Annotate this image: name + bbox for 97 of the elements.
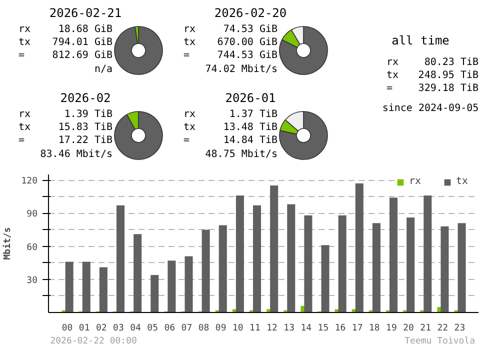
bar: [372, 223, 380, 312]
text: tx: [184, 122, 196, 133]
text: 248.95 TiB: [418, 70, 479, 81]
bar: [99, 267, 108, 312]
x-tick-label: 03: [113, 324, 124, 334]
bar: [134, 234, 142, 312]
text: 74.53 GiB: [223, 24, 278, 35]
legend-label: tx: [456, 176, 470, 187]
chart-title: 2026-02-20: [214, 6, 287, 20]
x-tick-label: 13: [284, 324, 295, 334]
bar: [321, 245, 330, 312]
text: =: [18, 135, 25, 146]
text: 812.69 GiB: [52, 50, 113, 61]
text: 794.01 GiB: [52, 37, 113, 48]
text: 1.37 TiB: [229, 109, 278, 120]
text: 83.46 Mbit/s: [40, 149, 113, 160]
x-tick-label: 07: [181, 324, 192, 334]
bar: [150, 274, 159, 312]
text: rx: [184, 24, 196, 35]
text: rx: [184, 109, 196, 120]
y-axis-title: Mbit/s: [2, 227, 14, 260]
text: 80.23 TiB: [424, 57, 479, 68]
text: =: [18, 50, 25, 61]
text: 670.00 GiB: [217, 37, 278, 48]
chart-title: 2026-01: [225, 91, 276, 105]
bar: [458, 223, 466, 312]
x-tick-label: 15: [318, 324, 329, 334]
text: tx: [18, 37, 31, 48]
text: 1.39 TiB: [64, 109, 113, 120]
text: rx: [18, 24, 31, 35]
text: 744.53 GiB: [217, 50, 278, 61]
text: =: [184, 135, 190, 146]
x-tick-label: 21: [420, 324, 432, 334]
x-tick-label: 23: [454, 324, 466, 334]
x-tick-label: 06: [164, 324, 176, 334]
x-tick-label: 14: [300, 324, 312, 334]
x-tick-label: 22: [437, 324, 448, 334]
bar: [424, 195, 432, 312]
bar: [218, 225, 227, 312]
x-tick-label: 02: [96, 324, 107, 334]
text: 17.22 TiB: [58, 135, 113, 146]
bar: [168, 260, 176, 312]
text: tx: [386, 70, 399, 81]
y-tick-label: 30: [26, 276, 38, 286]
bar: [202, 230, 210, 312]
bar: [304, 215, 312, 312]
x-tick-label: 10: [232, 324, 244, 334]
bar: [355, 183, 364, 312]
bar: [440, 226, 449, 312]
text: 48.75 Mbit/s: [205, 149, 278, 160]
text: all time: [392, 34, 450, 48]
bar: [390, 198, 398, 312]
text: 13.48 TiB: [223, 122, 278, 133]
x-tick-label: 00: [62, 324, 73, 334]
chart-title: 2026-02-21: [49, 6, 122, 20]
bar: [116, 205, 125, 312]
text: rx: [18, 109, 31, 120]
text: n/a: [94, 64, 112, 75]
y-tick-label: 60: [26, 242, 38, 253]
x-tick-label: 09: [215, 324, 226, 334]
bar: [253, 205, 262, 312]
x-tick-label: 17: [352, 324, 363, 334]
bar: [338, 215, 346, 312]
x-tick-label: 19: [386, 324, 397, 334]
text: 74.02 Mbit/s: [205, 64, 278, 75]
text: rx: [386, 57, 399, 68]
x-tick-label: 04: [130, 324, 141, 334]
text: 15.83 TiB: [58, 122, 113, 133]
y-tick-label: 120: [21, 176, 38, 187]
y-tick-label: 90: [26, 210, 38, 220]
x-tick-label: 18: [368, 324, 380, 334]
bar: [236, 195, 244, 312]
text: Teemu Toivola: [404, 336, 476, 346]
text: =: [386, 83, 393, 94]
text: 329.18 TiB: [418, 83, 479, 94]
bar: [406, 218, 415, 312]
text: 18.68 GiB: [58, 24, 113, 35]
bar: [82, 262, 90, 312]
text: 2026-02-22 00:00: [50, 336, 137, 346]
text: since 2024-09-05: [382, 103, 479, 114]
chart-title: 2026-02: [60, 91, 111, 105]
text: tx: [184, 37, 196, 48]
text: tx: [18, 122, 31, 133]
bar: [65, 262, 74, 312]
text: =: [184, 50, 190, 61]
x-tick-label: 05: [147, 324, 158, 334]
x-tick-label: 11: [250, 324, 260, 334]
x-tick-label: 16: [334, 324, 346, 334]
bar: [184, 256, 193, 312]
bar: [287, 204, 296, 312]
bar: [270, 186, 278, 312]
x-tick-label: 12: [266, 324, 278, 334]
x-tick-label: 08: [198, 324, 210, 334]
legend-label: rx: [409, 176, 422, 187]
x-tick-label: 01: [78, 324, 90, 334]
x-tick-label: 20: [403, 324, 414, 334]
text: 14.84 TiB: [223, 135, 278, 146]
